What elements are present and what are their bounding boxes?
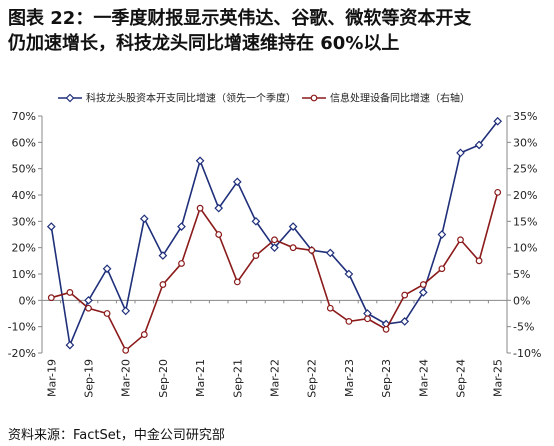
series-1-point xyxy=(195,156,205,166)
right-tick-label: 0% xyxy=(513,294,530,307)
right-tick-label: 15% xyxy=(513,215,537,228)
x-tick-label: Mar-20 xyxy=(120,359,133,397)
legend-marker-2 xyxy=(310,94,318,102)
right-tick-label: 20% xyxy=(513,189,537,202)
series-1-point xyxy=(232,177,242,187)
series-2-point xyxy=(326,304,334,312)
left-tick-label: 70% xyxy=(12,110,36,123)
left-axis-ticks: -20% -10% 0% 10% 20% 30% 40% 50% 60% 70% xyxy=(8,110,42,360)
left-tick-label: -10% xyxy=(8,321,36,334)
series-1-point xyxy=(456,148,465,158)
x-tick-label: Sep-21 xyxy=(231,359,244,398)
legend-label-2: 信息处理设备同比增速（右轴） xyxy=(330,92,470,105)
chart-title-line-1: 图表 22：一季度财报显示英伟达、谷歌、微软等资本开支 xyxy=(8,8,472,29)
series-2-point xyxy=(103,310,111,317)
series-2-point xyxy=(122,346,130,354)
source-note: 资料来源：FactSet，中金公司研究部 xyxy=(8,428,225,443)
right-tick-label: -10% xyxy=(513,347,541,360)
series-2-point xyxy=(271,236,278,244)
series-1-point xyxy=(400,317,410,326)
series-1-point xyxy=(344,269,354,279)
series-2-point xyxy=(178,260,185,267)
series-1-point xyxy=(437,230,447,239)
series-2-point xyxy=(233,278,241,286)
left-tick-label: 50% xyxy=(12,163,36,176)
series-1-point xyxy=(65,340,75,350)
series-2-point xyxy=(66,289,74,296)
series-2-point xyxy=(419,281,427,288)
series-2-point xyxy=(345,318,353,325)
series-1-point xyxy=(214,203,224,213)
legend-label-1: 科技龙头股资本开支同比增速（领先一个季度） xyxy=(86,92,296,105)
legend-marker-1 xyxy=(65,93,75,103)
left-tick-label: 10% xyxy=(12,268,36,281)
x-tick-label: Sep-20 xyxy=(157,359,170,398)
series-2-point xyxy=(47,294,55,302)
series-1-point xyxy=(177,222,186,231)
series-1-point xyxy=(139,214,149,224)
series-1-point xyxy=(325,248,335,258)
series-1-point xyxy=(84,295,93,305)
series-1-point xyxy=(121,306,131,316)
left-tick-label: 30% xyxy=(12,215,36,228)
right-tick-label: 35% xyxy=(513,110,537,123)
series-2-point xyxy=(494,188,502,196)
series-2-point xyxy=(289,244,297,252)
x-axis-ticks: Mar-19 Sep-19 Mar-20 Sep-20 Mar-21 Sep-21 Mar-… xyxy=(41,300,508,398)
right-tick-label: 10% xyxy=(513,242,537,255)
right-tick-label: 30% xyxy=(513,136,537,149)
right-tick-label: 5% xyxy=(513,268,530,281)
x-tick-label: Sep-22 xyxy=(306,359,319,398)
x-tick-label: Sep-19 xyxy=(83,359,96,398)
x-tick-label: Mar-19 xyxy=(45,359,58,397)
x-tick-label: Mar-24 xyxy=(417,359,430,397)
right-tick-label: -5% xyxy=(513,321,534,334)
x-tick-label: Mar-25 xyxy=(492,359,505,397)
series-2-point xyxy=(85,304,92,312)
series-2-point xyxy=(196,204,204,212)
x-tick-label: Sep-24 xyxy=(455,359,468,398)
chart-title-block: 图表 22：一季度财报显示英伟达、谷歌、微软等资本开支 仍加速增长，科技龙头同比… xyxy=(8,6,548,56)
series-2-point xyxy=(159,281,167,288)
right-axis-ticks: -10% -5% 0% 5% 10% 15% 20% 25% 30% 35% xyxy=(507,110,541,360)
series-1-point xyxy=(102,264,112,274)
left-tick-label: 60% xyxy=(12,136,36,149)
series-1-point xyxy=(418,288,428,297)
series-2-point xyxy=(140,331,148,338)
x-tick-label: Sep-23 xyxy=(380,359,393,398)
series-2-point xyxy=(308,246,316,254)
series-2-point xyxy=(457,236,464,244)
chart-title-line-2: 仍加速增长，科技龙头同比增速维持在 60%以上 xyxy=(8,33,400,54)
series-1-point xyxy=(493,116,503,126)
series-2-point xyxy=(364,315,371,323)
series-2-point xyxy=(382,325,390,333)
series-2-point xyxy=(401,291,409,299)
x-tick-label: Mar-21 xyxy=(194,359,207,397)
series-group xyxy=(46,116,503,354)
series-1-point xyxy=(288,222,298,231)
left-tick-label: 20% xyxy=(12,242,36,255)
series-2-point xyxy=(438,265,446,273)
x-tick-label: Mar-22 xyxy=(269,359,282,397)
series-2-point xyxy=(215,231,223,238)
left-tick-label: -20% xyxy=(8,347,36,360)
series-1-point xyxy=(46,222,56,231)
series-2-point xyxy=(252,252,260,259)
left-tick-label: 40% xyxy=(12,189,36,202)
series-1-point xyxy=(270,243,279,253)
series-1-point xyxy=(158,251,168,260)
series-1-point xyxy=(251,216,261,226)
series-1-point xyxy=(474,140,484,150)
right-tick-label: 25% xyxy=(513,163,537,176)
series-2-point xyxy=(475,257,483,265)
x-tick-label: Mar-23 xyxy=(343,359,356,397)
series-line-1 xyxy=(50,120,499,349)
left-tick-label: 0% xyxy=(19,294,36,307)
legend: 科技龙头股资本开支同比增速（领先一个季度） 信息处理设备同比增速（右轴） xyxy=(58,92,470,105)
